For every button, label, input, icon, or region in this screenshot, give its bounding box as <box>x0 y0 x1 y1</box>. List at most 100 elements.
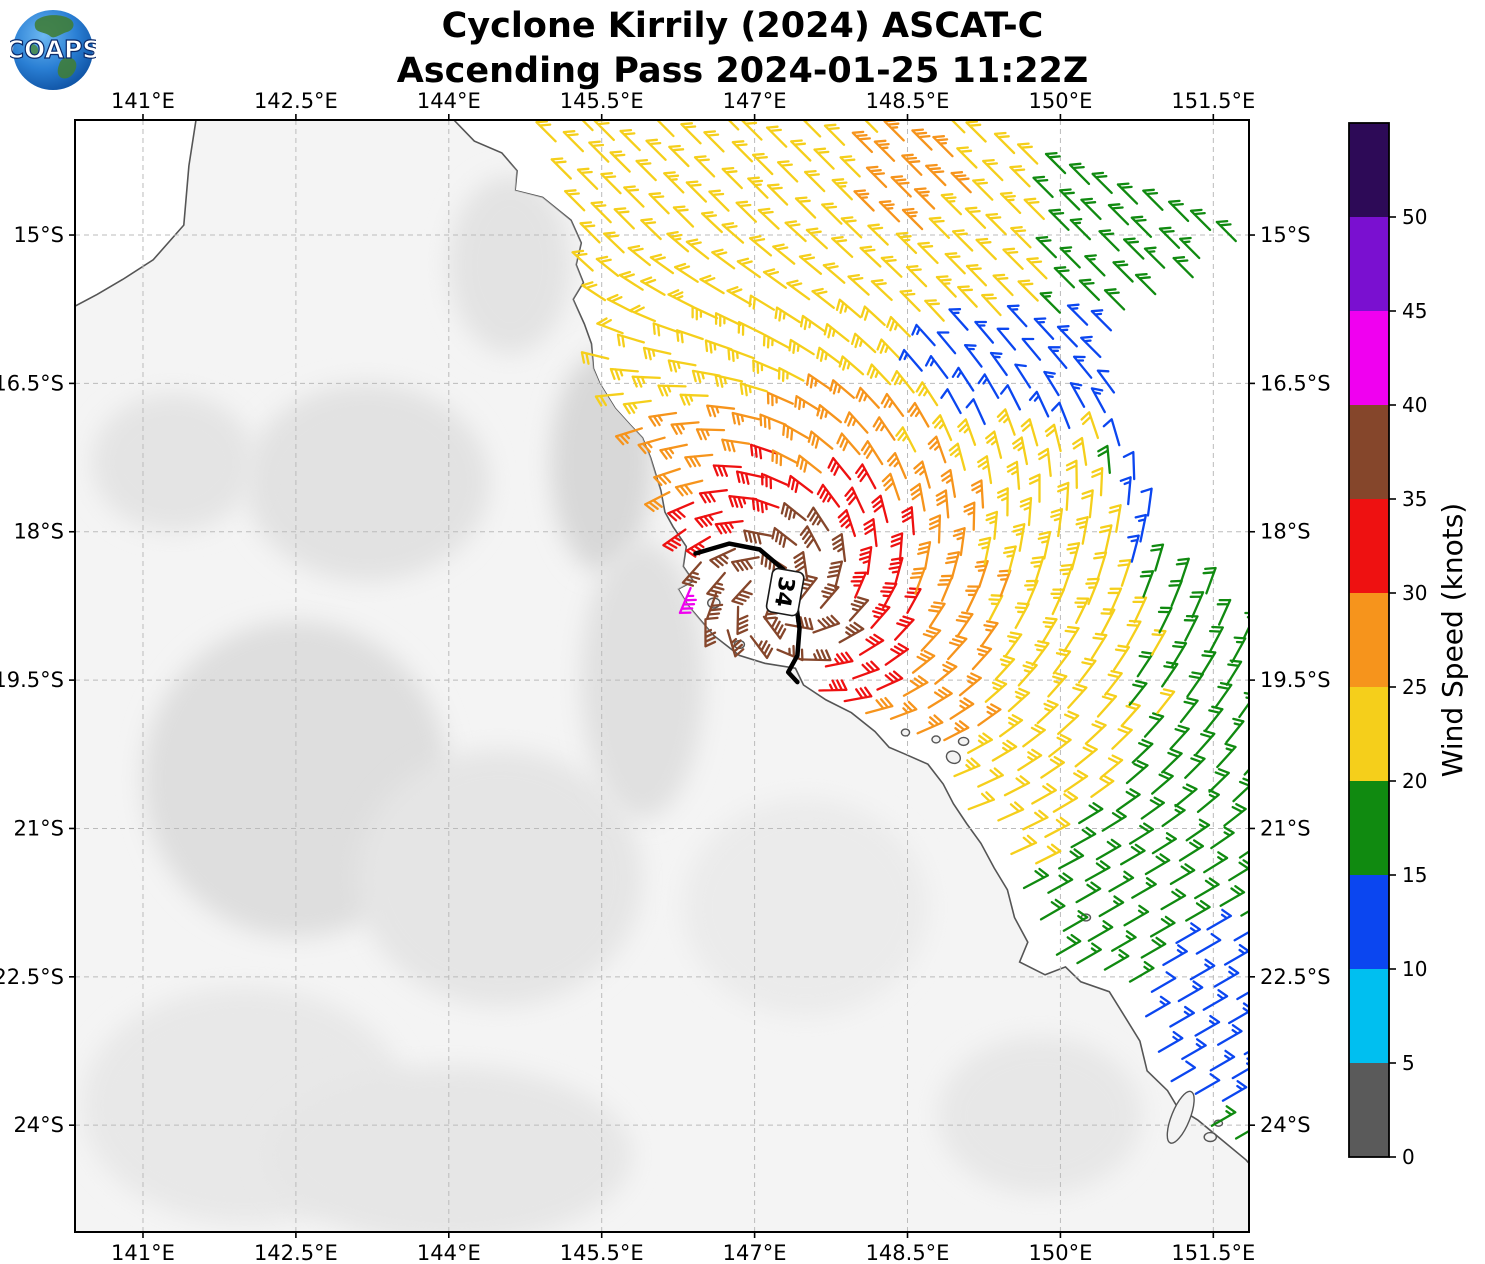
y-tick-label-right: 22.5°S <box>1260 965 1331 989</box>
wind-barb <box>974 560 989 589</box>
wind-barb <box>678 586 697 615</box>
wind-barb <box>811 287 835 309</box>
wind-barb <box>950 171 972 194</box>
wind-barb <box>948 308 969 331</box>
wind-barb <box>1068 162 1091 186</box>
wind-barb <box>977 536 992 566</box>
wind-barb <box>1062 910 1089 932</box>
wind-barb <box>985 430 1003 459</box>
wind-barb <box>1240 909 1249 917</box>
wind-barb <box>681 561 702 587</box>
wind-barb <box>850 332 877 354</box>
colorbar-tick-label: 50 <box>1402 205 1427 229</box>
wind-barb <box>668 144 690 168</box>
wind-barb <box>613 207 635 230</box>
wind-barb <box>821 202 843 225</box>
wind-barb <box>1022 723 1046 748</box>
wind-barb <box>648 192 670 215</box>
wind-barb <box>751 152 774 176</box>
wind-barb <box>1194 877 1220 900</box>
colorbar-tick-label: 20 <box>1402 769 1427 793</box>
wind-barb <box>1075 881 1102 904</box>
wind-barb <box>602 231 625 254</box>
wind-barb <box>1022 867 1050 890</box>
colorbar-segment <box>1349 123 1389 217</box>
wind-barb <box>977 767 1004 788</box>
wind-barb <box>562 130 585 153</box>
wind-barb <box>1091 171 1113 195</box>
wind-barb <box>937 574 954 602</box>
wind-barb <box>695 428 726 441</box>
colorbar-segment <box>1349 781 1389 875</box>
wind-barb <box>579 221 601 244</box>
wind-barb <box>1030 555 1045 584</box>
wind-barb <box>590 201 612 224</box>
wind-barb <box>1104 669 1123 696</box>
wind-barb <box>1202 566 1217 595</box>
wind-barb <box>580 351 610 365</box>
wind-barb <box>1090 774 1115 798</box>
wind-barb <box>762 615 787 640</box>
wind-barb <box>737 320 765 336</box>
wind-barb <box>866 363 892 386</box>
y-tick-label-left: 16.5°S <box>0 371 64 395</box>
wind-barb <box>853 189 875 212</box>
wind-barb <box>1035 236 1057 259</box>
wind-barb <box>831 533 847 563</box>
wind-barb <box>996 487 1009 517</box>
wind-barb <box>1174 783 1198 808</box>
wind-barb <box>1075 516 1089 545</box>
wind-barb <box>829 379 855 399</box>
wind-barb <box>1145 995 1171 1018</box>
wind-barb <box>807 430 834 450</box>
wind-barb <box>928 216 951 239</box>
wind-barb <box>728 495 758 509</box>
wind-barb <box>999 191 1022 215</box>
wind-barb <box>863 518 878 548</box>
wind-barb <box>1066 303 1089 326</box>
y-tick-label-right: 24°S <box>1260 1113 1311 1137</box>
wind-barb <box>972 178 994 201</box>
wind-barb <box>867 223 889 246</box>
wind-barb <box>1040 755 1065 779</box>
wind-barb <box>766 183 789 206</box>
wind-barb <box>858 633 885 656</box>
wind-barb <box>831 178 853 201</box>
wind-barb <box>822 262 846 284</box>
wind-barb <box>982 158 1004 182</box>
wind-barb <box>880 582 898 609</box>
wind-barb <box>1098 895 1125 918</box>
wind-barb <box>1031 782 1057 805</box>
wind-barb <box>1216 598 1232 626</box>
wind-barb <box>911 128 933 151</box>
wind-barb <box>1041 617 1058 644</box>
wind-barb <box>1219 885 1246 907</box>
wind-barb <box>824 651 854 668</box>
wind-barb <box>974 320 995 344</box>
wind-barb <box>1128 822 1155 845</box>
wind-barb <box>1057 710 1080 736</box>
wind-barb <box>977 703 1002 727</box>
wind-barbs <box>535 120 1249 1140</box>
wind-barb <box>977 455 993 485</box>
wind-barb <box>1080 411 1100 440</box>
wind-barb <box>619 128 641 152</box>
wind-barb <box>904 587 922 614</box>
wind-barb <box>635 158 657 182</box>
wind-barb <box>771 449 799 467</box>
wind-barb <box>880 255 903 278</box>
wind-barb <box>1017 748 1043 772</box>
x-tick-label-bottom: 142.5°E <box>254 1241 338 1264</box>
wind-barb <box>1117 558 1132 587</box>
wind-barb <box>1059 246 1081 269</box>
wind-barb <box>1131 738 1154 764</box>
x-tick-label-top: 142.5°E <box>254 89 338 113</box>
wind-barb <box>915 381 939 407</box>
coaps-logo-text: COAPS <box>10 35 96 64</box>
wind-barb <box>600 172 622 195</box>
wind-barb <box>1096 369 1116 394</box>
wind-barb <box>796 574 818 601</box>
wind-barb <box>706 571 726 598</box>
wind-barb <box>662 528 687 552</box>
wind-barb <box>823 123 846 146</box>
